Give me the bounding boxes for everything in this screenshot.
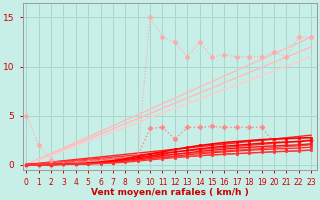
X-axis label: Vent moyen/en rafales ( km/h ): Vent moyen/en rafales ( km/h ) xyxy=(91,188,249,197)
